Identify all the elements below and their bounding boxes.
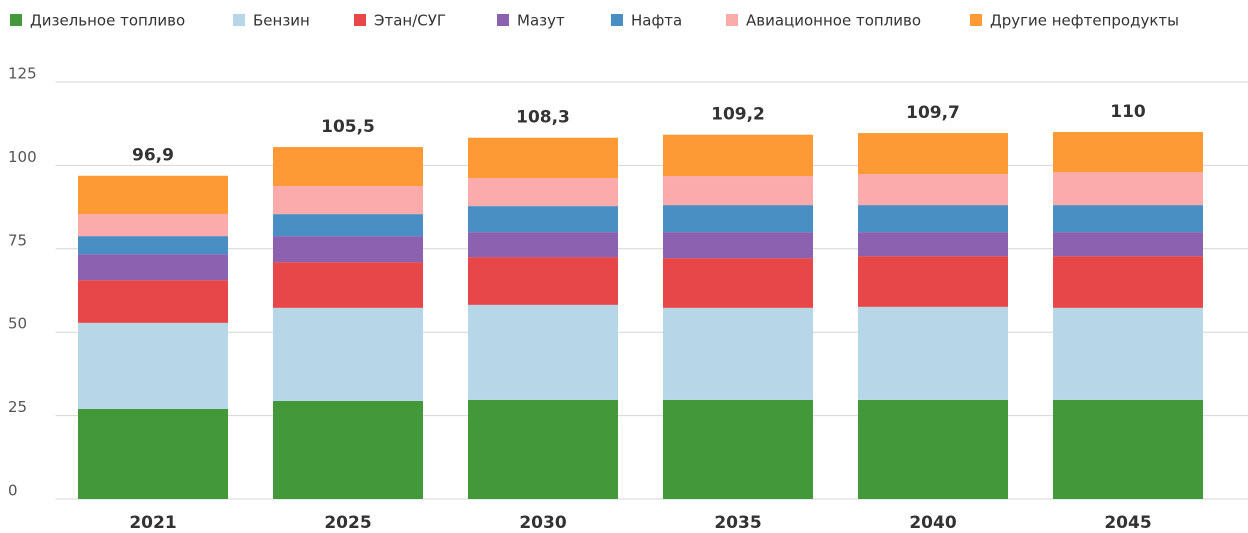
bar-segment — [78, 214, 228, 237]
bar-segment — [663, 176, 813, 206]
total-label: 105,5 — [321, 117, 375, 137]
bar-segment — [273, 262, 423, 308]
bar-segment — [273, 214, 423, 237]
bar-segment — [1053, 399, 1203, 499]
bar-segment — [663, 399, 813, 499]
bar-segment — [273, 147, 423, 187]
x-tick-label: 2045 — [1104, 513, 1151, 533]
x-tick-label: 2025 — [324, 513, 371, 533]
bar-segment — [468, 137, 618, 179]
total-label: 110 — [1110, 102, 1146, 122]
bar-segment — [858, 306, 1008, 400]
legend-label: Дизельное топливо — [30, 12, 185, 30]
total-label: 96,9 — [132, 146, 174, 166]
bar-segment — [78, 408, 228, 499]
legend-swatch — [497, 14, 509, 26]
bar-segment — [1053, 205, 1203, 233]
bar-segment — [1053, 307, 1203, 400]
total-label: 109,7 — [906, 103, 960, 123]
legend-label: Авиационное топливо — [746, 12, 921, 30]
bar-segment — [273, 236, 423, 263]
bar-segment — [663, 307, 813, 400]
x-tick-label: 2035 — [714, 513, 761, 533]
x-tick-label: 2030 — [519, 513, 566, 533]
bar-segment — [78, 236, 228, 255]
bar-segment — [858, 256, 1008, 307]
legend-label: Этан/СУГ — [374, 12, 446, 30]
y-tick-label: 50 — [8, 315, 27, 333]
bar-segment — [1053, 132, 1203, 173]
bar-segment — [858, 133, 1008, 175]
y-tick-label: 75 — [8, 231, 27, 249]
bar-segment — [468, 206, 618, 233]
legend-label: Мазут — [517, 12, 565, 30]
bar-segment — [858, 174, 1008, 206]
legend-swatch — [233, 14, 245, 26]
bar-segment — [663, 232, 813, 259]
x-tick-label: 2040 — [909, 513, 956, 533]
y-tick-label: 0 — [8, 482, 18, 500]
bar-segment — [78, 254, 228, 281]
bar-segment — [1053, 256, 1203, 308]
legend-swatch — [611, 14, 623, 26]
bar-segment — [273, 400, 423, 499]
bar-segment — [468, 399, 618, 499]
bar-segment — [468, 304, 618, 400]
bar-segment — [663, 258, 813, 308]
bar-segment — [858, 232, 1008, 257]
legend-swatch — [726, 14, 738, 26]
bar-segment — [858, 205, 1008, 233]
bar-segment — [468, 178, 618, 207]
bar-segment — [858, 399, 1008, 499]
bar-segment — [663, 205, 813, 233]
bar-segment — [468, 257, 618, 305]
y-tick-label: 100 — [8, 148, 37, 166]
y-tick-label: 125 — [8, 65, 37, 83]
legend-label: Бензин — [253, 12, 310, 30]
legend-label: Другие нефтепродукты — [990, 12, 1179, 30]
total-label: 109,2 — [711, 105, 765, 125]
legend-swatch — [10, 14, 22, 26]
bar-segment — [1053, 232, 1203, 257]
bar-segment — [663, 134, 813, 177]
x-tick-label: 2021 — [129, 513, 176, 533]
legend-swatch — [970, 14, 982, 26]
bar-segment — [468, 232, 618, 258]
bar-segment — [273, 186, 423, 215]
bar-segment — [78, 322, 228, 409]
legend-label: Нафта — [631, 12, 682, 30]
total-label: 108,3 — [516, 108, 570, 128]
bar-segment — [273, 307, 423, 401]
y-tick-label: 25 — [8, 398, 27, 416]
bar-segment — [78, 280, 228, 323]
bar-segment — [78, 175, 228, 215]
bar-segment — [1053, 172, 1203, 206]
legend-swatch — [354, 14, 366, 26]
